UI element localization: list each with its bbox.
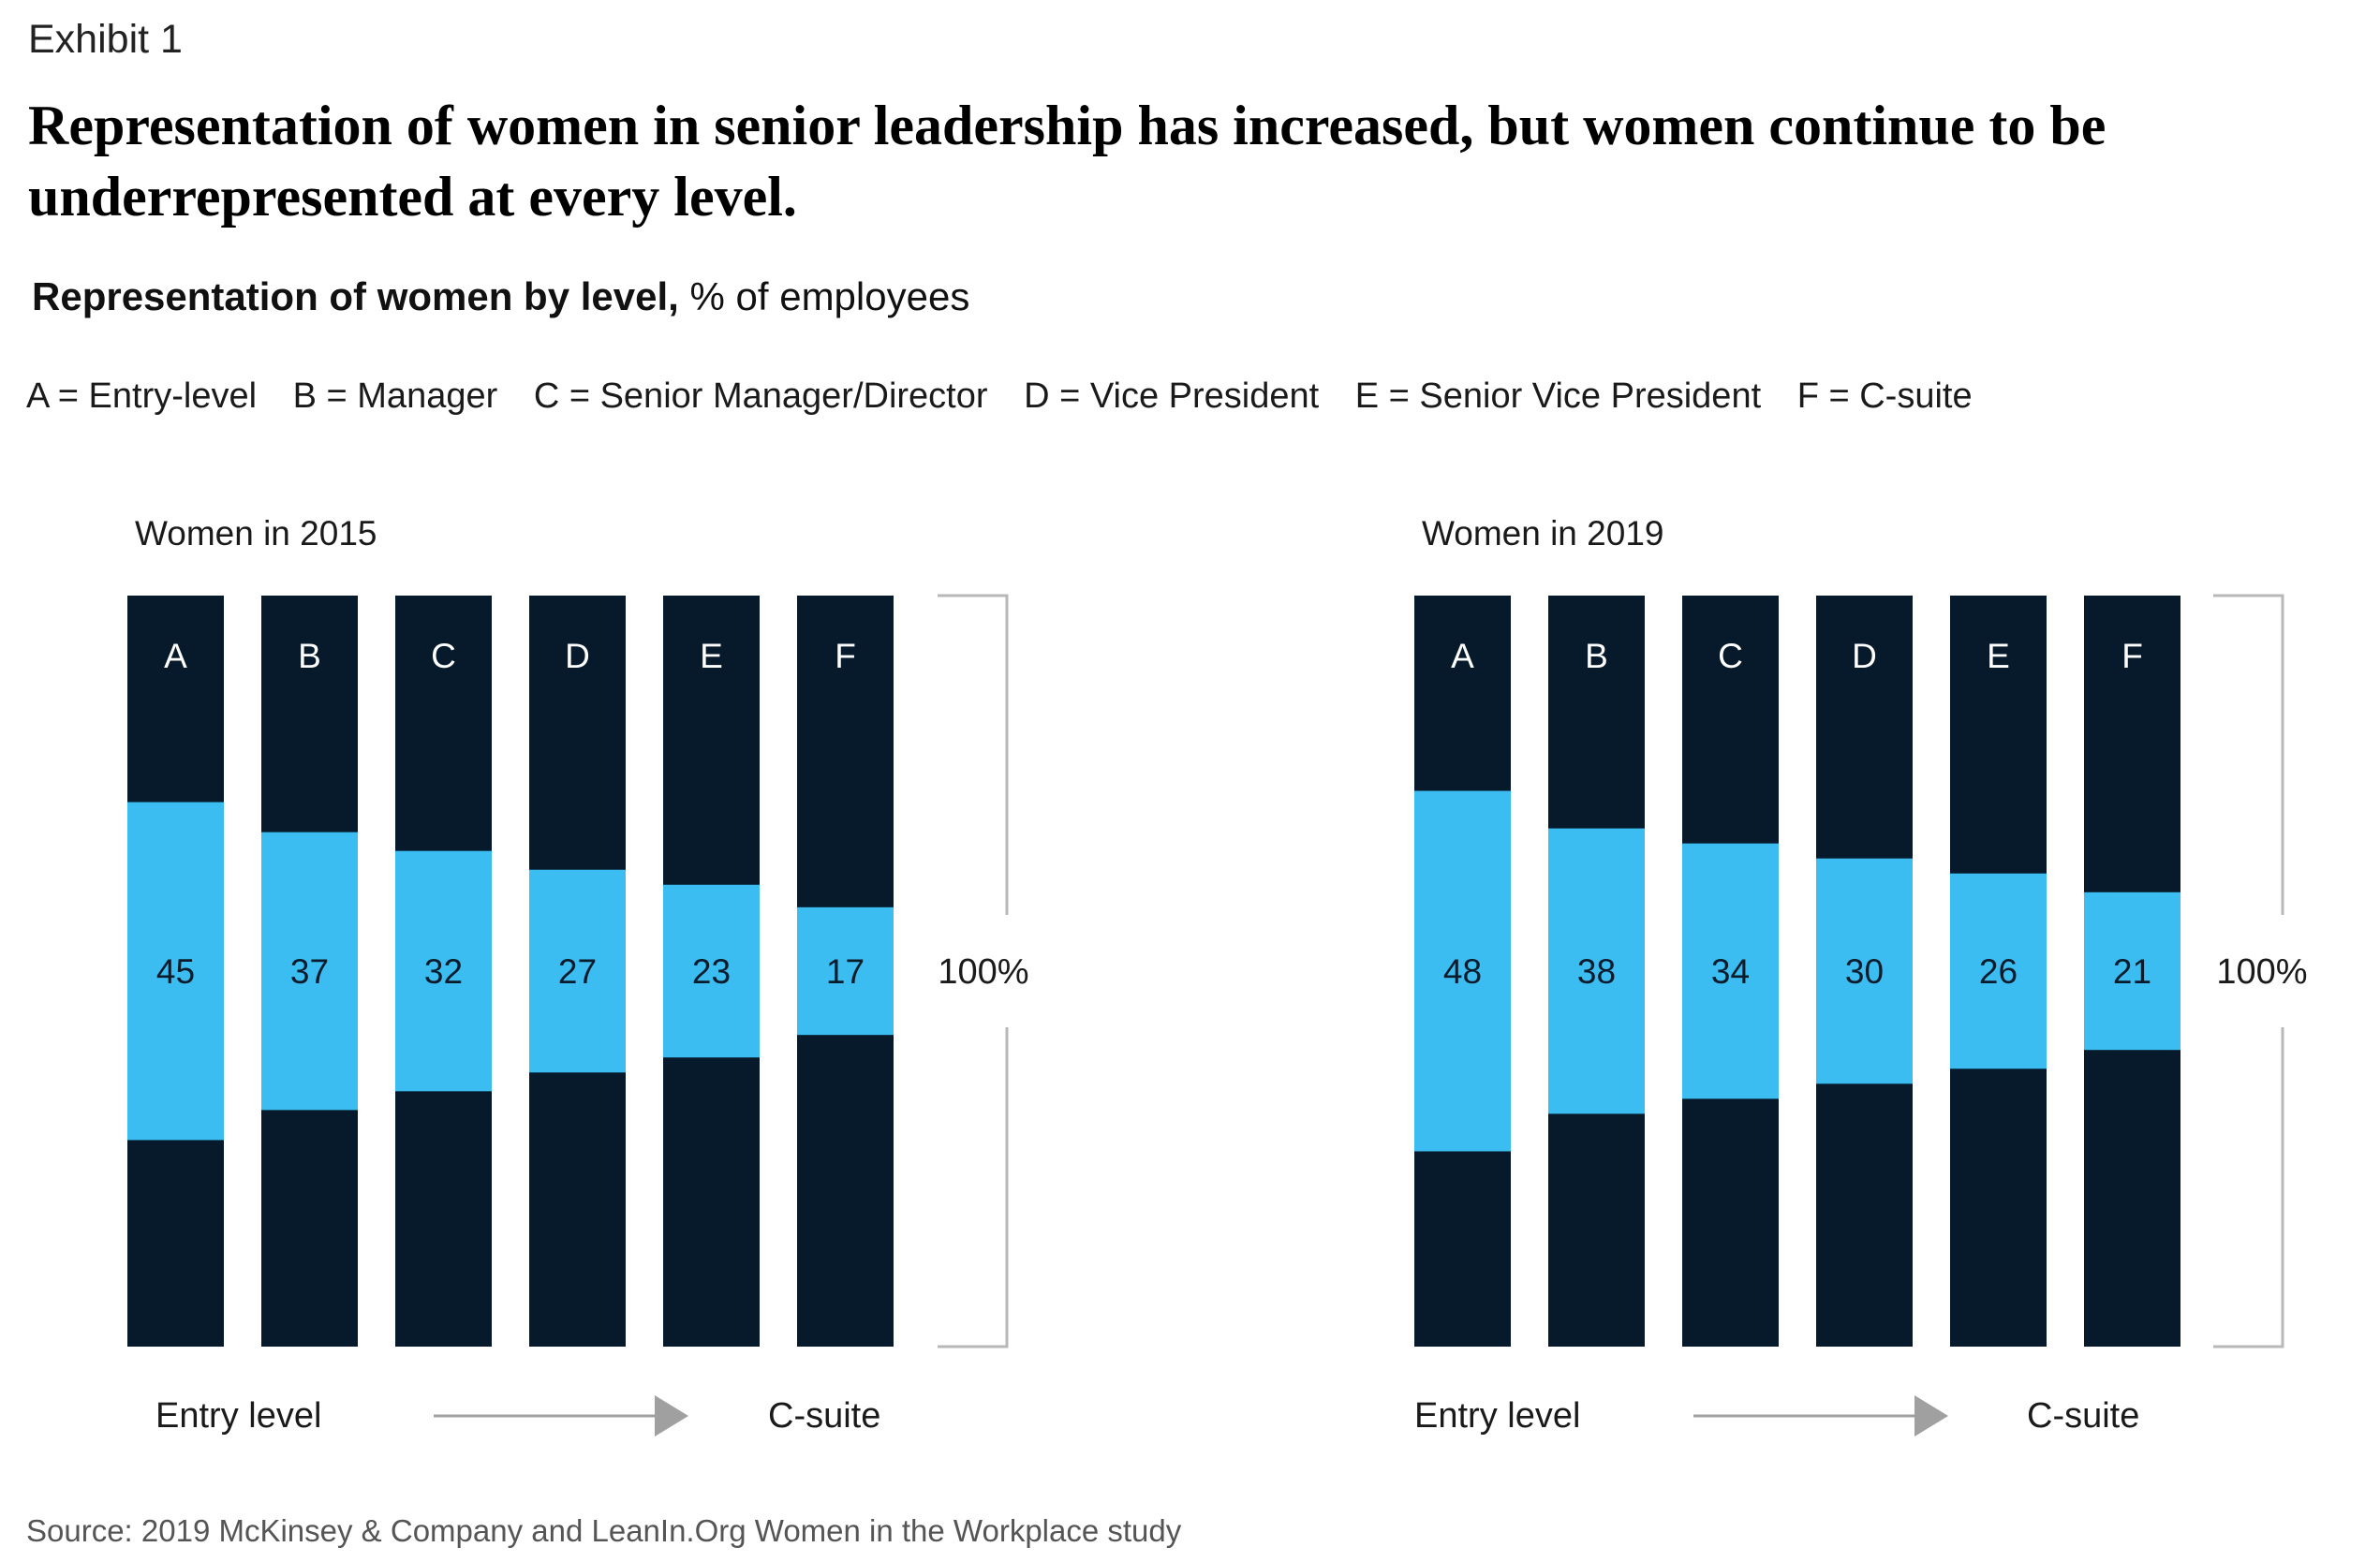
- bar-value-label: 21: [2113, 952, 2151, 991]
- headline: Representation of women in senior leader…: [28, 95, 2107, 228]
- bar-value-label: 17: [826, 952, 865, 991]
- women-segment: [2084, 892, 2180, 1051]
- legend-item-b: B = Manager: [292, 376, 498, 416]
- chart-panel-2: Women in 2019 A 48 B 38 C 34 D 30 E 26 F 21 100% Entry…: [1414, 514, 2308, 1437]
- legend-item-c: C = Senior Manager/Director: [533, 376, 988, 416]
- bar-category-label: C: [431, 637, 456, 675]
- axis-end-label: C-suite: [2027, 1396, 2139, 1436]
- bar-value-label: 26: [1979, 952, 2018, 991]
- women-segment: [1548, 828, 1645, 1114]
- panel-title: Women in 2019: [1422, 514, 1663, 553]
- bar-value-label: 34: [1711, 952, 1750, 991]
- bar-category-label: B: [298, 637, 321, 675]
- panel-title: Women in 2015: [135, 514, 377, 553]
- bar-value-label: 38: [1577, 952, 1616, 991]
- subtitle-bold: Representation of women by level,: [32, 274, 679, 318]
- bar-value-label: 45: [156, 952, 195, 991]
- bar-category-label: D: [1852, 637, 1877, 675]
- progression-arrow-head: [1914, 1395, 1948, 1437]
- bar-value-label: 27: [558, 952, 597, 991]
- bar-value-label: 30: [1845, 952, 1884, 991]
- bar-value-label: 23: [692, 952, 731, 991]
- women-segment: [529, 869, 626, 1073]
- bar-category-label: F: [2121, 637, 2143, 675]
- axis-start-label: Entry level: [1414, 1396, 1580, 1436]
- total-label: 100%: [2216, 952, 2307, 992]
- axis-start-label: Entry level: [155, 1396, 321, 1436]
- total-bracket: [938, 594, 1009, 1348]
- source-note: Source: 2019 McKinsey & Company and Lean…: [26, 1513, 1182, 1548]
- women-segment: [395, 850, 492, 1092]
- women-segment: [261, 832, 358, 1111]
- women-segment: [663, 884, 760, 1058]
- level-legend: A = Entry-level B = Manager C = Senior M…: [26, 376, 1999, 417]
- total-label: 100%: [938, 952, 1028, 992]
- progression-arrow-head: [655, 1395, 688, 1437]
- subtitle-unit: % of employees: [678, 274, 970, 318]
- chart-panel-1: Women in 2015 A 45 B 37 C 32 D 27 E 23 F 17 100% Entry…: [127, 514, 1029, 1437]
- women-segment: [1682, 843, 1779, 1099]
- women-segment: [797, 906, 894, 1036]
- bar-category-label: F: [835, 637, 856, 675]
- bar-category-label: C: [1718, 637, 1743, 675]
- total-bracket: [2213, 594, 2284, 1348]
- bar-value-label: 48: [1443, 952, 1482, 991]
- bar-category-label: A: [1451, 637, 1474, 675]
- bar-category-label: E: [1987, 637, 2010, 675]
- legend-item-e: E = Senior Vice President: [1354, 376, 1762, 416]
- women-segment: [1950, 873, 2047, 1069]
- bar-category-label: E: [700, 637, 723, 675]
- bar-category-label: D: [565, 637, 590, 675]
- bar-value-label: 37: [290, 952, 329, 991]
- bar-category-label: B: [1585, 637, 1608, 675]
- chart-subtitle: Representation of women by level, % of e…: [32, 274, 969, 319]
- bar-category-label: A: [164, 637, 187, 675]
- legend-item-d: D = Vice President: [1024, 376, 1320, 416]
- legend-item-f: F = C-suite: [1796, 376, 1973, 416]
- axis-end-label: C-suite: [768, 1396, 880, 1436]
- women-segment: [127, 802, 224, 1141]
- women-segment: [1414, 790, 1511, 1152]
- bar-value-label: 32: [424, 952, 463, 991]
- legend-item-a: A = Entry-level: [26, 376, 258, 416]
- women-segment: [1816, 858, 1913, 1084]
- exhibit-label: Exhibit 1: [28, 17, 183, 62]
